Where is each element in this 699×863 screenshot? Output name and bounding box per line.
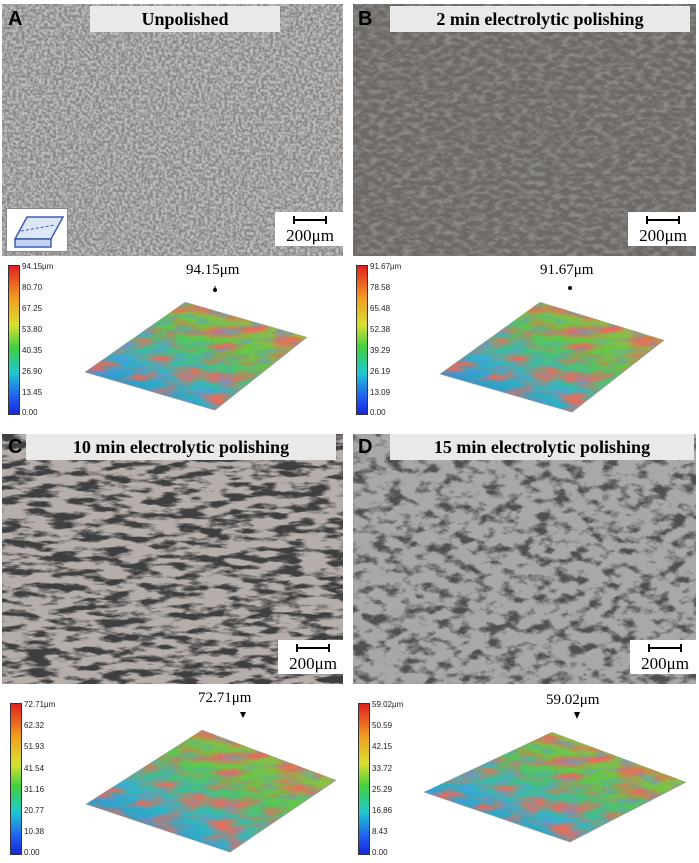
peak-height-label: 94.15μm [186, 262, 240, 278]
panel-letter: C [8, 436, 23, 458]
colorbar-tick: 39.29 [370, 346, 391, 355]
colorbar-tick: 91.67μm [370, 262, 402, 271]
colorbar-tick: 50.59 [372, 721, 393, 730]
colorbar-tick: 42.15 [372, 742, 393, 751]
colorbar-tick: 80.70 [22, 283, 43, 292]
surface-3d-plot [80, 708, 342, 858]
colorbar-tick: 94.15μm [22, 262, 54, 271]
peak-height-label: 72.71μm [198, 690, 252, 706]
colorbar-tick: 13.45 [22, 388, 43, 397]
scale-bar: 200μm [275, 212, 345, 246]
panel-letter: B [358, 8, 373, 30]
panel-letter: A [8, 8, 23, 30]
scale-bar: 200μm [278, 640, 348, 674]
colorbar [10, 703, 22, 855]
scale-label: 200μm [286, 226, 334, 245]
scale-label: 200μm [639, 226, 687, 245]
colorbar [356, 265, 368, 415]
panel-c: 10 min electrolytic polishing C 200μm 72… [0, 430, 348, 860]
panel-title: 2 min electrolytic polishing [390, 6, 690, 32]
colorbar-tick: 0.00 [22, 408, 38, 417]
scale-bar: 200μm [628, 212, 698, 246]
colorbar-tick: 53.80 [22, 325, 43, 334]
surface-3d-plot [432, 282, 672, 417]
peak-height-label: 59.02μm [546, 692, 600, 708]
colorbar-tick: 26.19 [370, 367, 391, 376]
colorbar-tick: 25.29 [372, 785, 393, 794]
panel-title: 10 min electrolytic polishing [26, 434, 336, 460]
surface-3d-plot [420, 712, 692, 852]
panel-letter: D [358, 436, 373, 458]
panel-title: Unpolished [90, 6, 280, 32]
colorbar-tick: 0.00 [24, 848, 40, 857]
scale-label: 200μm [641, 654, 689, 673]
colorbar-tick: 20.77 [24, 806, 45, 815]
colorbar-tick: 0.00 [372, 848, 388, 857]
colorbar-tick: 8.43 [372, 827, 388, 836]
sample-block-icon [13, 216, 65, 248]
peak-height-label: 91.67μm [540, 262, 594, 278]
colorbar-tick: 40.35 [22, 346, 43, 355]
colorbar [358, 703, 370, 855]
colorbar-tick: 59.02μm [372, 700, 404, 709]
micrograph-10min [2, 434, 343, 684]
colorbar [8, 265, 20, 415]
scale-label: 200μm [289, 654, 337, 673]
colorbar-tick: 51.93 [24, 742, 45, 751]
surface-3d-plot [75, 282, 315, 417]
colorbar-tick: 41.54 [24, 764, 45, 773]
colorbar-tick: 10.38 [24, 827, 45, 836]
scale-bar: 200μm [630, 640, 699, 674]
colorbar-tick: 62.32 [24, 721, 45, 730]
colorbar-tick: 72.71μm [24, 700, 56, 709]
colorbar-tick: 67.25 [22, 304, 43, 313]
colorbar-tick: 33.72 [372, 764, 393, 773]
colorbar-tick: 78.58 [370, 283, 391, 292]
colorbar-tick: 65.48 [370, 304, 391, 313]
colorbar-tick: 31.16 [24, 785, 45, 794]
colorbar-tick: 0.00 [370, 408, 386, 417]
panel-a: Unpolished A 200μm 94.15μm 80.70 67.25 5… [0, 0, 346, 428]
colorbar-tick: 52.38 [370, 325, 391, 334]
sample-orientation-inset [6, 208, 68, 252]
panel-d: 15 min electrolytic polishing D 200μm 59… [350, 430, 699, 860]
colorbar-tick: 26.90 [22, 367, 43, 376]
colorbar-tick: 16.86 [372, 806, 393, 815]
panel-b: 2 min electrolytic polishing B 200μm 91.… [350, 0, 699, 428]
colorbar-tick: 13.09 [370, 388, 391, 397]
panel-title: 15 min electrolytic polishing [390, 434, 694, 460]
